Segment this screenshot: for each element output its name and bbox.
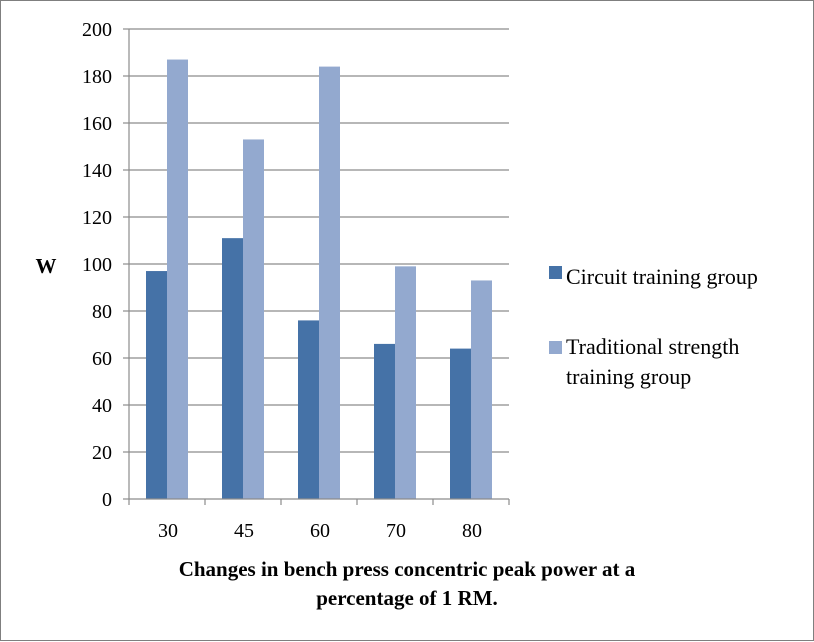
- y-tick-label: 100: [82, 254, 112, 276]
- legend-label-traditional-line-1: Traditional strength: [566, 334, 739, 359]
- y-tick-label: 200: [82, 19, 112, 41]
- bar-series2-70: [395, 266, 416, 499]
- bar-series2-45: [243, 139, 264, 499]
- y-tick-label: 40: [92, 395, 112, 417]
- y-axis-label: W: [36, 254, 57, 278]
- bar-series1-80: [450, 348, 471, 499]
- bar-series2-80: [471, 280, 492, 499]
- x-tick-label: 30: [158, 520, 178, 542]
- legend-label-circuit: Circuit training group: [566, 264, 758, 289]
- x-tick-label: 45: [234, 520, 254, 542]
- y-tick-labels: 0 20 40 60 80 100 120 140 160 180 200: [82, 19, 112, 511]
- bar-series2-60: [319, 66, 340, 499]
- y-tick-label: 180: [82, 66, 112, 88]
- legend-label-traditional-line-2: training group: [566, 364, 691, 389]
- y-tick-label: 140: [82, 160, 112, 182]
- x-tick-label: 80: [462, 520, 482, 542]
- x-tick-label: 60: [310, 520, 330, 542]
- legend: Circuit training group Traditional stren…: [549, 264, 758, 389]
- bar-series1-60: [298, 320, 319, 499]
- x-tick-labels: 30 45 60 70 80: [158, 520, 482, 542]
- bars: [146, 59, 492, 500]
- x-axis-title-line-2: percentage of 1 RM.: [316, 586, 498, 610]
- y-tick-label: 60: [92, 348, 112, 370]
- y-tick-label: 160: [82, 113, 112, 135]
- bar-series1-30: [146, 271, 167, 499]
- x-tick-label: 70: [386, 520, 406, 542]
- bar-series1-45: [222, 238, 243, 499]
- x-axis-title-line-1: Changes in bench press concentric peak p…: [179, 557, 636, 581]
- bar-series1-70: [374, 343, 395, 499]
- legend-swatch-traditional: [549, 341, 562, 354]
- legend-swatch-circuit: [549, 266, 562, 279]
- y-tick-label: 20: [92, 442, 112, 464]
- y-tick-label: 80: [92, 301, 112, 323]
- axes: [123, 28, 510, 505]
- bar-series2-30: [167, 59, 188, 500]
- y-tick-label: 120: [82, 207, 112, 229]
- y-tick-label: 0: [102, 489, 112, 511]
